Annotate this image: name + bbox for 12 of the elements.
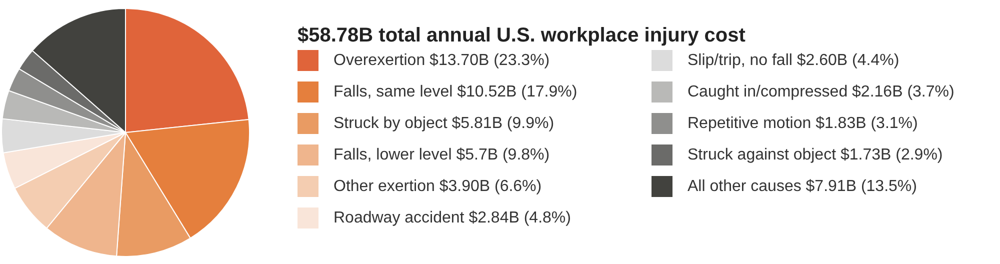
legend-label: Roadway accident $2.84B (4.8%) — [334, 210, 571, 226]
legend-label: Slip/trip, no fall $2.60B (4.4%) — [688, 52, 900, 69]
legend-label: Other exertion $3.90B (6.6%) — [334, 178, 542, 195]
legend-label: Falls, same level $10.52B (17.9%) — [334, 84, 578, 100]
legend-label: Struck by object $5.81B (9.9%) — [334, 115, 554, 132]
legend-label: Struck against object $1.73B (2.9%) — [688, 146, 943, 164]
legend-label: Caught in/compressed $2.16B (3.7%) — [688, 84, 954, 100]
legend-label: Repetitive motion $1.83B (3.1%) — [688, 115, 918, 132]
legend-label: Overexertion $13.70B (23.3%) — [334, 52, 550, 69]
text: $58.78B total annual U.S. workplace injury cost — [298, 24, 746, 46]
legend-label: Falls, lower level $5.7B (9.8%) — [334, 146, 550, 164]
legend-label: All other causes $7.91B (13.5%) — [688, 178, 917, 195]
